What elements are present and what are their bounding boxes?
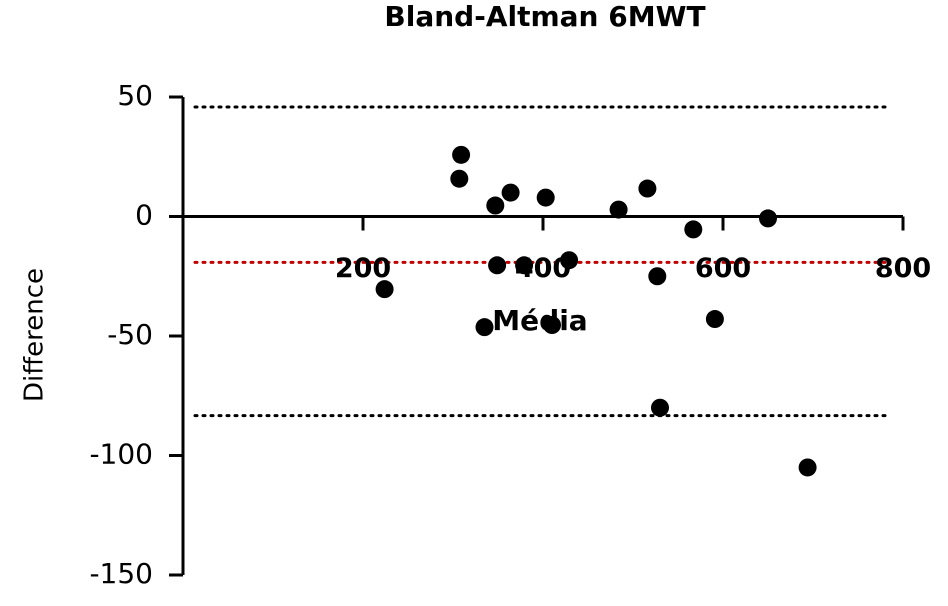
data-point <box>536 188 555 207</box>
data-point <box>475 318 494 337</box>
data-point <box>798 458 817 477</box>
x-tick-label: 800 <box>875 253 931 284</box>
data-point <box>609 200 628 219</box>
data-point <box>543 316 561 335</box>
data-point <box>684 220 703 239</box>
data-point <box>705 310 724 329</box>
y-tick-label: -50 <box>107 318 153 351</box>
data-point <box>759 209 777 228</box>
y-tick-label: 50 <box>117 79 153 112</box>
data-point <box>375 280 394 299</box>
y-tick-label: -150 <box>89 557 153 590</box>
data-point <box>648 267 667 286</box>
data-point <box>638 179 657 198</box>
x-axis-label: Média <box>492 304 587 337</box>
data-point <box>651 398 669 417</box>
x-tick-label: 200 <box>335 253 391 284</box>
y-axis-label: Difference <box>20 268 50 402</box>
x-tick-label: 600 <box>695 253 751 284</box>
data-point <box>486 196 505 215</box>
chart-title: Bland-Altman 6MWT <box>384 0 705 33</box>
data-point <box>560 251 579 270</box>
data-point <box>488 256 507 275</box>
data-point <box>452 145 471 164</box>
data-point <box>501 183 520 202</box>
y-tick-label: -100 <box>89 438 153 471</box>
data-point <box>450 169 469 188</box>
y-tick-label: 0 <box>135 199 153 232</box>
data-point <box>515 256 534 275</box>
